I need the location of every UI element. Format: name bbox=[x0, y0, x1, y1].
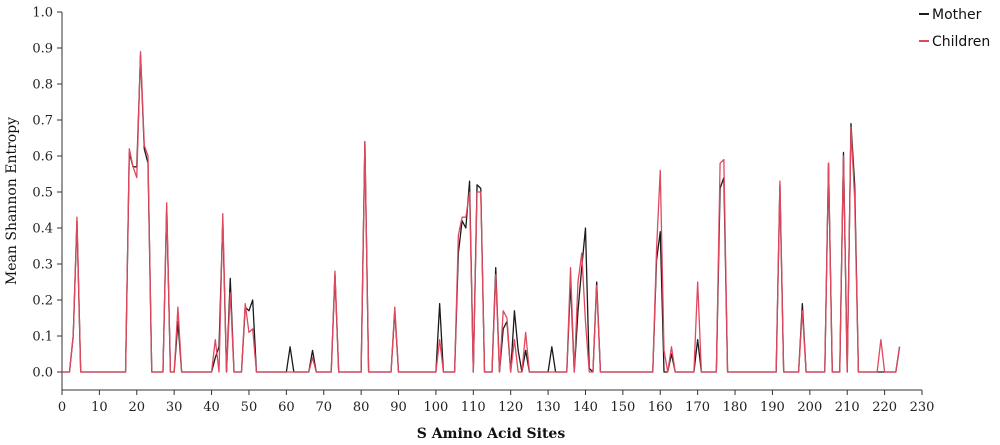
y-tick-label: 0.8 bbox=[32, 78, 53, 93]
y-tick-label: 1.0 bbox=[32, 6, 53, 21]
x-tick-label: 200 bbox=[797, 400, 822, 415]
x-tick-label: 130 bbox=[536, 400, 561, 415]
x-tick-label: 160 bbox=[648, 400, 673, 415]
legend-label-mother: Mother bbox=[932, 7, 982, 23]
x-tick-label: 60 bbox=[278, 400, 295, 415]
x-tick-label: 70 bbox=[315, 400, 332, 415]
x-tick-label: 190 bbox=[760, 400, 785, 415]
x-tick-label: 150 bbox=[610, 400, 635, 415]
y-ticks: 0.0 0.1 0.2 0.3 0.4 0.5 0.6 0.7 0.8 0.9 1.0 bbox=[32, 6, 62, 381]
legend: Mother Children bbox=[919, 7, 990, 50]
y-tick-label: 0.9 bbox=[32, 42, 53, 57]
x-tick-label: 0 bbox=[58, 400, 66, 415]
x-tick-label: 110 bbox=[461, 400, 486, 415]
y-tick-label: 0.7 bbox=[32, 114, 53, 129]
x-tick-label: 180 bbox=[723, 400, 748, 415]
legend-label-children: Children bbox=[932, 34, 990, 50]
x-tick-label: 90 bbox=[390, 400, 407, 415]
y-tick-label: 0.1 bbox=[32, 330, 53, 345]
x-tick-label: 40 bbox=[203, 400, 220, 415]
x-tick-label: 210 bbox=[835, 400, 860, 415]
x-tick-label: 140 bbox=[573, 400, 598, 415]
series-line-children bbox=[62, 50, 901, 373]
series-lines bbox=[62, 50, 901, 373]
x-tick-label: 80 bbox=[353, 400, 370, 415]
y-axis-title: Mean Shannon Entropy bbox=[4, 117, 20, 285]
y-tick-label: 0.3 bbox=[32, 258, 53, 273]
x-tick-label: 100 bbox=[423, 400, 448, 415]
axes bbox=[61, 12, 922, 391]
x-tick-label: 20 bbox=[129, 400, 146, 415]
y-tick-label: 0.6 bbox=[32, 150, 53, 165]
y-tick-label: 0.5 bbox=[32, 186, 53, 201]
x-tick-label: 10 bbox=[91, 400, 108, 415]
x-tick-label: 220 bbox=[872, 400, 897, 415]
x-tick-label: 170 bbox=[685, 400, 710, 415]
y-tick-label: 0.2 bbox=[32, 294, 53, 309]
y-tick-label: 0.4 bbox=[32, 222, 53, 237]
x-ticks: 0 10 20 30 40 50 60 70 80 90 100 110 120 130 140 150 160… bbox=[58, 390, 935, 415]
x-tick-label: 30 bbox=[166, 400, 183, 415]
x-tick-label: 230 bbox=[910, 400, 935, 415]
y-tick-label: 0.0 bbox=[32, 366, 53, 381]
x-tick-label: 50 bbox=[241, 400, 258, 415]
x-axis-title: S Amino Acid Sites bbox=[417, 426, 566, 442]
x-tick-label: 120 bbox=[498, 400, 523, 415]
